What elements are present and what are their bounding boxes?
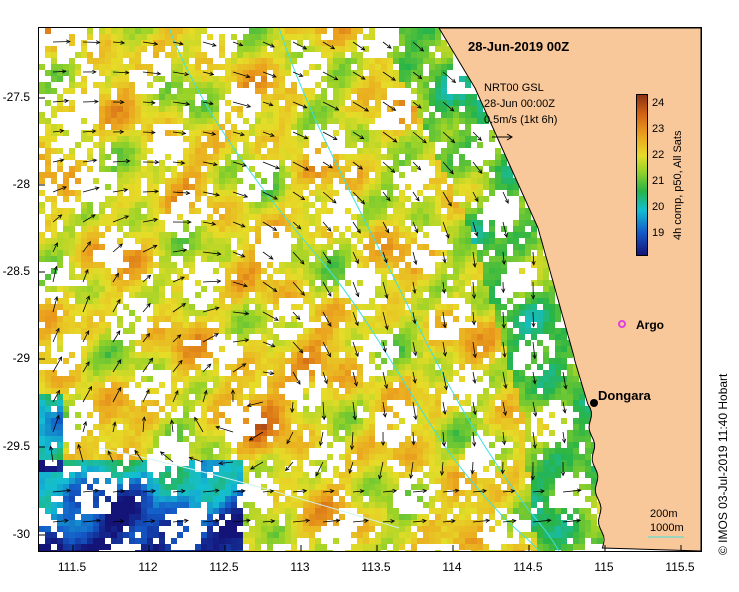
argo-marker-icon	[618, 320, 626, 328]
contour-1000-label: 1000m	[650, 522, 684, 534]
vector-legend: NRT00 GSL 28-Jun 00:00Z 0.5m/s (1kt 6h)	[484, 80, 557, 128]
contour-200-label: 200m	[650, 508, 678, 520]
dongara-marker-icon	[590, 399, 598, 407]
map-frame	[38, 27, 702, 552]
y-tick: -28.5	[2, 264, 30, 278]
sst-map	[39, 28, 701, 551]
y-tick: -28	[12, 177, 30, 191]
y-tick: -27.5	[2, 90, 30, 104]
sst-pixels	[39, 28, 603, 551]
x-tick: 112	[138, 560, 158, 574]
x-tick: 111.5	[57, 560, 87, 574]
colorbar-label: 4h comp, p50, All Sats	[672, 130, 684, 240]
colorbar-tick: 23	[652, 123, 665, 135]
contour-1000m	[168, 28, 540, 551]
contour-legend-line	[648, 536, 684, 538]
colorbar-tick: 24	[652, 97, 665, 109]
colorbar-tick: 20	[652, 201, 665, 213]
y-tick: -29.5	[2, 439, 30, 453]
argo-label: Argo	[636, 318, 664, 332]
colorbar-tick: 21	[652, 175, 665, 187]
land-area	[438, 28, 701, 551]
legend-arrow-icon	[492, 133, 513, 141]
contour-faint	[98, 447, 400, 529]
x-tick: 114	[442, 560, 462, 574]
dongara-label: Dongara	[598, 388, 651, 403]
legend-scale: 0.5m/s (1kt 6h)	[484, 114, 558, 126]
legend-time: 28-Jun 00:00Z	[484, 98, 555, 110]
colorbar-tick: 22	[652, 149, 665, 161]
x-tick: 115.5	[665, 560, 695, 574]
x-tick: 114.5	[513, 560, 543, 574]
map-title: 28-Jun-2019 00Z	[468, 39, 570, 54]
legend-product: NRT00 GSL	[484, 82, 544, 94]
colorbar	[636, 94, 648, 256]
credit-text: © IMOS 03-Jul-2019 11:40 Hobart	[716, 373, 730, 555]
y-tick: -29	[12, 351, 30, 365]
current-vectors	[49, 39, 582, 524]
contour-200m	[278, 28, 560, 551]
x-tick: 113	[290, 560, 310, 574]
colorbar-tick: 19	[652, 227, 665, 239]
x-tick: 115	[594, 560, 614, 574]
x-tick: 113.5	[361, 560, 391, 574]
y-tick: -30	[12, 527, 30, 541]
x-tick: 112.5	[209, 560, 239, 574]
